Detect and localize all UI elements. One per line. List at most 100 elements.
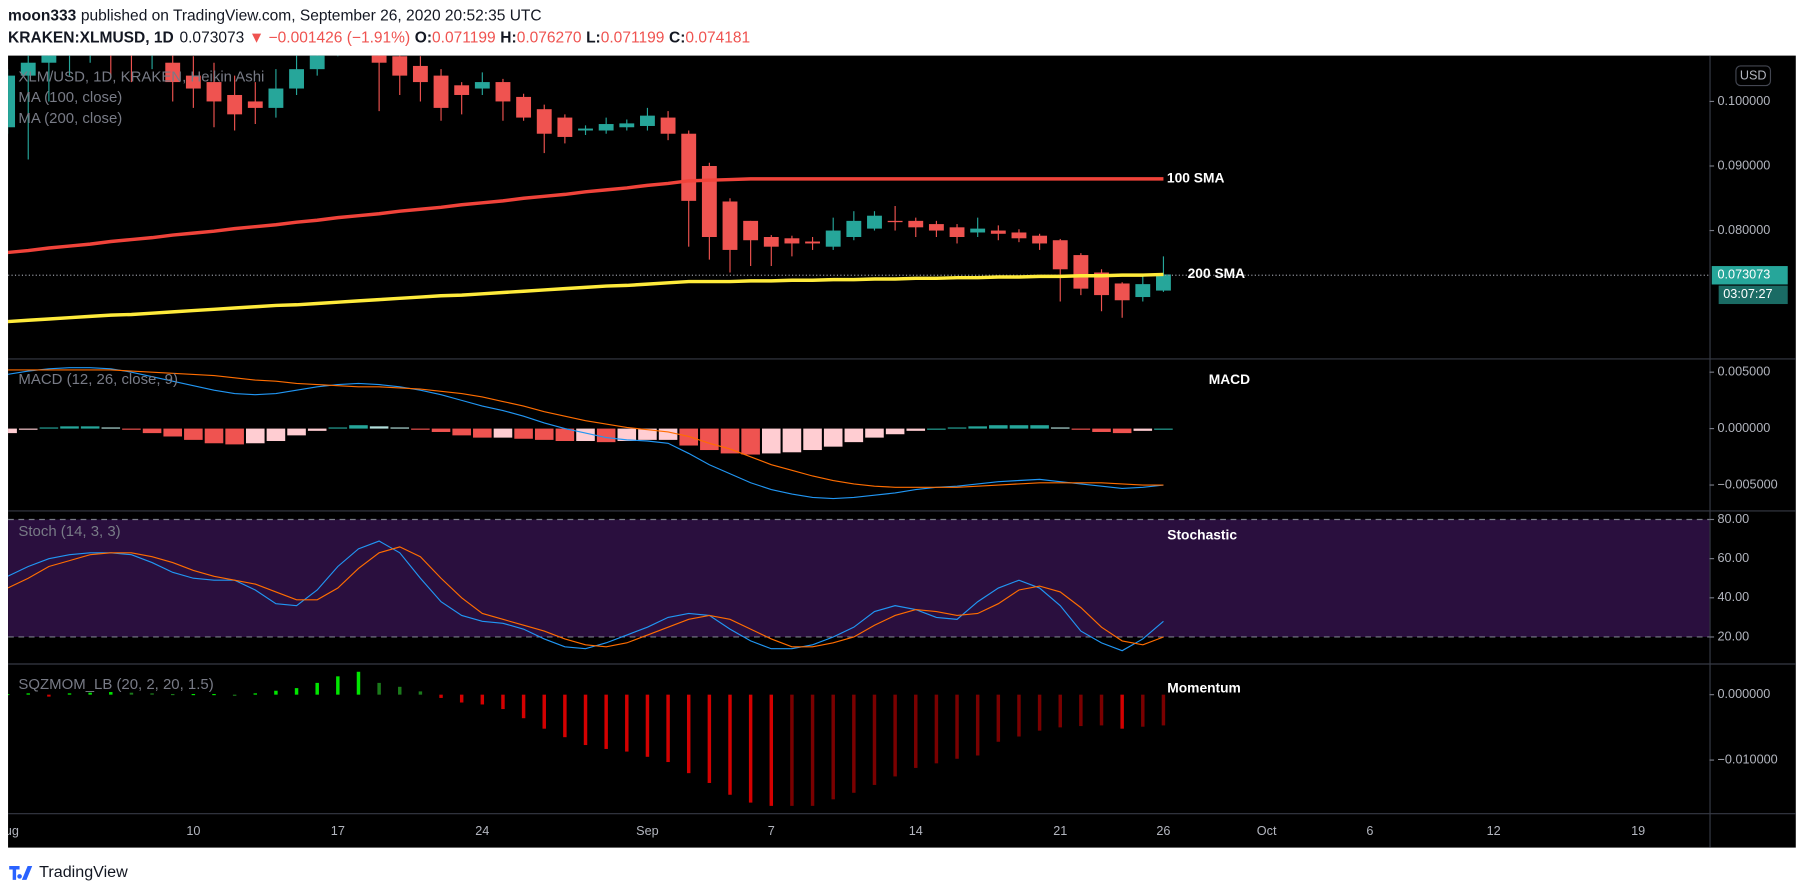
ma-line (8, 177, 1164, 255)
macd-line (8, 369, 1164, 488)
momentum-bar (666, 694, 670, 763)
histogram-bar (307, 428, 327, 431)
quote-label: C: (669, 29, 685, 46)
histogram-bar (411, 428, 430, 430)
candle-body (928, 224, 944, 231)
momentum-bar (253, 693, 258, 695)
momentum-bar (1141, 694, 1145, 727)
candle-body (309, 55, 325, 70)
candle-body (433, 75, 449, 108)
plots: Aug 10 17 24 Sep 7 14 21 26 Oct 6 12 19 100 SMA 200 SM… (0, 55, 1788, 838)
panel-candlestick (8, 55, 1710, 324)
histogram-bar (989, 425, 1008, 429)
indicator-title: MACD (12, 26, close, 9) (18, 371, 178, 388)
momentum-bar (129, 692, 134, 695)
momentum-bar (67, 693, 72, 695)
x-tick-label: 21 (1053, 824, 1067, 838)
histogram-bar (927, 428, 946, 430)
momentum-bar (212, 694, 216, 696)
momentum-bar (1017, 694, 1021, 737)
histogram-bar (390, 427, 410, 429)
stoch-line (8, 540, 1164, 652)
momentum-bar (315, 682, 319, 695)
quote-label: L: (586, 29, 601, 46)
candle-body (289, 69, 304, 89)
candle-body (495, 82, 511, 102)
quote-value: 0.076270 (517, 29, 582, 46)
legend-entry: MA (200, close) (18, 110, 122, 127)
y-tick-label: 0.005000 (1718, 364, 1771, 378)
candle-body (949, 227, 965, 238)
candle-body (371, 55, 387, 63)
author: moon333 (8, 8, 77, 25)
histogram-bar (473, 428, 492, 438)
x-tick-label: 19 (1631, 824, 1645, 838)
histogram-bar (1092, 428, 1111, 432)
momentum-bar (893, 694, 897, 777)
histogram-bar (1009, 425, 1029, 429)
histogram-bar (431, 428, 451, 432)
candle-body (516, 96, 532, 118)
momentum-bar (728, 694, 732, 795)
momentum-bar (232, 694, 237, 696)
candle-body (536, 109, 552, 134)
candle-body (763, 237, 779, 247)
y-tick-label: 0.000000 (1718, 687, 1771, 701)
currency[interactable]: USD (1740, 69, 1767, 83)
x-tick-label: 10 (186, 824, 200, 838)
candle-body (970, 228, 986, 233)
momentum-bar (274, 690, 278, 695)
x-tick-label: Aug (0, 824, 19, 838)
momentum-bar (975, 694, 980, 756)
momentum-bar (810, 694, 815, 806)
momentum-bar (583, 694, 588, 746)
histogram-bar (741, 428, 760, 455)
histogram-bar (80, 426, 100, 429)
last: 0.073073 (179, 29, 244, 46)
histogram-bar (328, 427, 348, 429)
candle-body (722, 201, 738, 250)
y-tick-label: 20.00 (1718, 629, 1750, 643)
momentum-bar (109, 692, 113, 695)
candle-body (578, 128, 593, 131)
x-tick-label: 12 (1487, 824, 1501, 838)
momentum-bar (831, 694, 835, 800)
histogram-bar (947, 427, 967, 429)
histogram-bar (266, 428, 286, 442)
indicator-label: MACD (1209, 371, 1250, 387)
quote-value: 0.071199 (601, 29, 665, 46)
x-tick-label: 7 (768, 824, 775, 838)
histogram-bar (287, 428, 306, 436)
momentum-bar (1099, 694, 1104, 726)
y-tick-label: 0.090000 (1718, 158, 1771, 172)
candle-body (1135, 284, 1151, 298)
x-tick-label: Oct (1257, 824, 1277, 838)
momentum-bar (996, 694, 1001, 742)
momentum-bar (150, 693, 154, 695)
x-tick-label: 24 (475, 824, 489, 838)
candle-body (867, 215, 882, 229)
momentum-bar (418, 691, 423, 695)
x-tick-label: 14 (909, 824, 923, 838)
candle-body (1032, 235, 1048, 244)
candle-body (165, 62, 181, 83)
momentum-bar (294, 688, 299, 695)
momentum-bar (604, 694, 608, 749)
momentum-bar (26, 693, 30, 695)
candle-body (474, 82, 490, 89)
momentum-bar (542, 694, 546, 729)
momentum-bar (955, 694, 959, 759)
momentum-bar (852, 694, 856, 793)
histogram-bar (204, 428, 224, 444)
brand: TradingView (39, 863, 128, 881)
macd-line (8, 367, 1164, 500)
currency-button[interactable] (1735, 65, 1772, 87)
histogram-bar (39, 427, 59, 429)
candle-body (701, 165, 717, 238)
momentum-bar (1079, 694, 1083, 727)
ma-line (8, 272, 1164, 324)
candle-body (227, 94, 243, 115)
histogram-bar (1050, 427, 1070, 429)
price-tag-label: 0.073073 (1718, 268, 1771, 282)
candle-body (660, 117, 676, 134)
